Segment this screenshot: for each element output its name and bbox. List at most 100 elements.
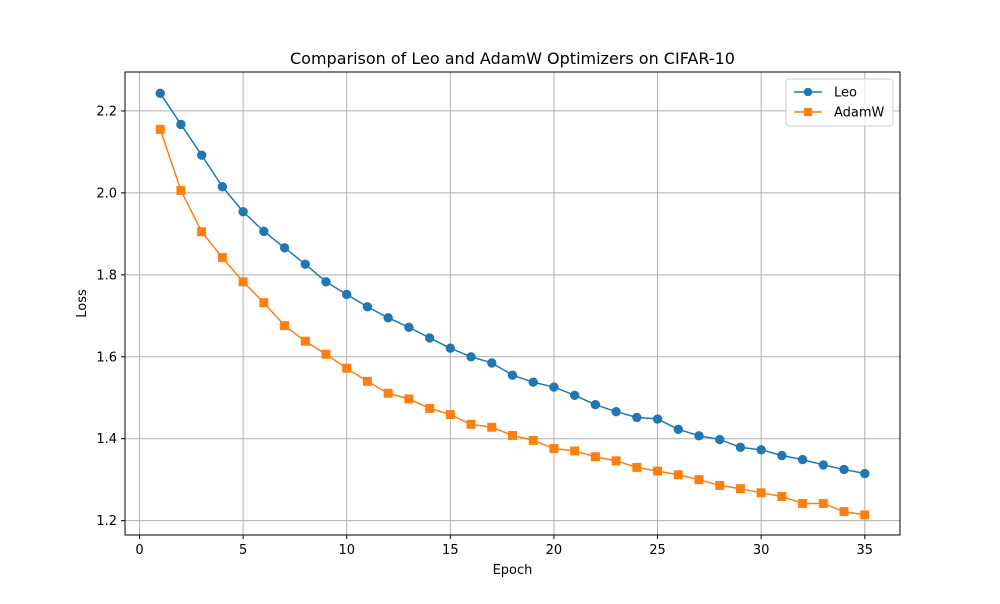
- data-point-adamw: [487, 422, 497, 432]
- x-tick-label: 35: [856, 543, 873, 558]
- data-point-adamw: [715, 480, 725, 490]
- axis-ticks: 0 5 10 15 20 25 30 35 1.2 1.4 1.6 1.8 2.0 2.2: [96, 104, 873, 558]
- data-point-leo: [259, 226, 269, 237]
- plot-frame: [124, 71, 901, 536]
- data-point-leo: [839, 464, 849, 475]
- y-tick-label: 1.4: [96, 432, 117, 447]
- legend-marker-adamw: [804, 108, 812, 116]
- legend: Leo AdamW: [785, 78, 894, 127]
- data-point-leo: [424, 333, 435, 343]
- data-point-leo: [238, 207, 248, 217]
- x-tick-label: 5: [239, 543, 247, 558]
- data-point-adamw: [362, 376, 372, 386]
- legend-box: [785, 78, 894, 127]
- data-point-leo: [507, 370, 518, 380]
- data-point-adamw: [176, 185, 186, 195]
- legend-label-adamw: AdamW: [834, 106, 885, 121]
- grid-lines: [125, 72, 900, 535]
- data-point-leo: [715, 434, 725, 445]
- data-point-leo: [528, 377, 538, 387]
- y-tick-label: 1.6: [96, 350, 117, 365]
- data-point-leo: [445, 343, 456, 353]
- data-point-leo: [362, 302, 373, 312]
- data-point-adamw: [280, 321, 290, 331]
- x-tick-label: 30: [753, 543, 770, 558]
- data-point-leo: [196, 150, 207, 160]
- data-point-leo: [860, 468, 870, 479]
- data-point-adamw: [632, 462, 642, 472]
- data-point-leo: [487, 358, 497, 368]
- data-point-adamw: [798, 498, 808, 508]
- x-tick-label: 20: [546, 543, 563, 558]
- data-point-adamw: [756, 488, 766, 498]
- data-point-adamw: [818, 498, 828, 508]
- data-point-adamw: [425, 403, 435, 413]
- legend-label-leo: Leo: [834, 86, 857, 101]
- plot-background: [125, 72, 900, 535]
- y-tick-label: 1.2: [96, 514, 117, 529]
- x-tick-label: 15: [442, 543, 459, 558]
- data-point-leo: [342, 289, 352, 300]
- data-point-adamw: [570, 446, 580, 456]
- data-point-leo: [694, 431, 704, 441]
- series-layer: [155, 88, 870, 520]
- data-point-adamw: [528, 435, 538, 445]
- data-point-leo: [279, 243, 290, 253]
- data-point-adamw: [860, 510, 870, 520]
- y-axis-label: Loss: [75, 289, 90, 318]
- legend-marker-leo: [803, 87, 813, 97]
- data-point-adamw: [197, 227, 207, 237]
- data-point-leo: [797, 454, 808, 465]
- data-point-leo: [590, 400, 601, 410]
- data-point-leo: [466, 352, 476, 362]
- x-tick-label: 10: [338, 543, 355, 558]
- y-tick-label: 2.2: [96, 104, 117, 119]
- data-point-adamw: [466, 419, 476, 429]
- data-point-leo: [217, 182, 228, 192]
- data-point-adamw: [611, 456, 621, 466]
- data-point-leo: [155, 88, 165, 99]
- data-point-adamw: [383, 388, 393, 398]
- chart-title: Comparison of Leo and AdamW Optimizers o…: [290, 49, 735, 68]
- data-point-adamw: [653, 466, 663, 476]
- x-axis-label: Epoch: [493, 563, 533, 578]
- data-point-leo: [404, 322, 414, 332]
- data-point-leo: [611, 406, 621, 417]
- data-point-leo: [321, 277, 331, 287]
- data-point-leo: [673, 424, 683, 434]
- data-point-adamw: [508, 430, 517, 440]
- data-point-adamw: [238, 277, 248, 287]
- data-point-adamw: [590, 452, 600, 462]
- data-point-adamw: [777, 491, 787, 501]
- data-point-adamw: [155, 124, 165, 134]
- data-point-adamw: [549, 444, 559, 454]
- data-point-leo: [569, 390, 580, 400]
- data-point-leo: [300, 259, 310, 269]
- y-tick-label: 1.8: [96, 268, 117, 283]
- data-point-leo: [818, 460, 829, 470]
- data-point-adamw: [342, 363, 352, 373]
- data-point-leo: [632, 412, 642, 423]
- y-tick-label: 2.0: [96, 186, 117, 201]
- data-point-adamw: [259, 298, 269, 308]
- data-point-adamw: [673, 470, 683, 480]
- data-point-leo: [176, 119, 186, 130]
- data-point-leo: [549, 382, 559, 392]
- x-tick-label: 0: [135, 543, 143, 558]
- data-point-adamw: [217, 253, 227, 263]
- data-point-adamw: [445, 410, 455, 420]
- data-point-leo: [735, 442, 746, 453]
- data-point-leo: [652, 414, 663, 424]
- data-point-adamw: [735, 484, 745, 494]
- x-tick-label: 25: [649, 543, 666, 558]
- data-point-leo: [756, 445, 766, 455]
- data-point-leo: [777, 450, 787, 461]
- data-point-adamw: [300, 336, 310, 346]
- data-point-adamw: [404, 394, 414, 404]
- data-point-adamw: [839, 507, 849, 517]
- data-point-leo: [383, 313, 393, 323]
- data-point-adamw: [694, 475, 704, 485]
- data-point-adamw: [321, 349, 331, 359]
